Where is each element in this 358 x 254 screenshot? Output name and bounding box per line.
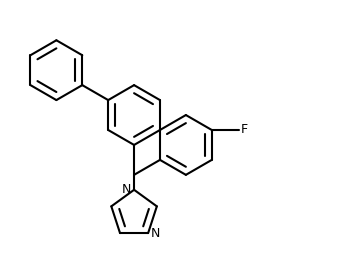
Text: N: N xyxy=(122,183,131,196)
Text: N: N xyxy=(151,227,160,240)
Text: F: F xyxy=(241,123,248,136)
